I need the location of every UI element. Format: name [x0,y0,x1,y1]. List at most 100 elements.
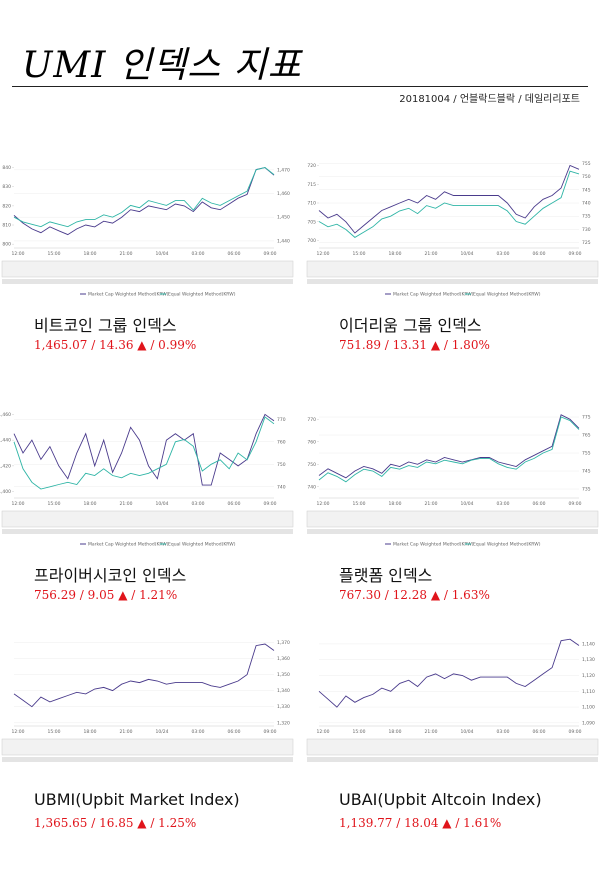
y-tick-label: 1,420 [0,463,11,469]
x-tick-label: 10/04 [461,251,474,257]
y2-tick-label: 1,460 [277,191,290,197]
panel-stats: 1,465.07 / 14.36 ▲ / 0.99% [34,338,197,352]
y2-tick-label: 735 [582,214,591,220]
y2-tick-label: 730 [582,227,591,233]
x-tick-label: 12:00 [317,501,330,507]
chart: 1,320 1,330 1,340 1,350 1,360 1,370 12:00 15:00… [0,626,295,786]
y2-tick-label: 1,350 [277,672,290,678]
x-tick-label: 15:00 [353,729,366,735]
panel: 735 745 755 765 775 740 750 760 770 12:00 15:00 18:… [305,398,600,618]
x-tick-label: 09:00 [264,729,277,735]
y2-tick-label: 1,330 [277,704,290,710]
panel-stats: 751.89 / 13.31 ▲ / 1.80% [339,338,490,352]
y2-tick-label: 1,370 [277,640,290,646]
series-line [13,643,275,708]
chart: 725 730 735 740 745 750 755 700 705 710 715 720 12:0… [305,148,600,308]
panel: 1,440 1,450 1,460 1,470 800 810 820 830 840 12:00… [0,148,295,368]
x-tick-label: 15:00 [48,729,61,735]
x-tick-label: 18:00 [84,501,97,507]
navigator-scroll [2,279,293,284]
y-tick-label: 800 [2,242,11,248]
x-tick-label: 21:00 [120,729,133,735]
y2-tick-label: 1,320 [277,720,290,726]
x-tick-label: 12:00 [317,251,330,257]
x-tick-label: 09:00 [264,251,277,257]
panel: 1,320 1,330 1,340 1,350 1,360 1,370 12:00 15:00… [0,626,295,846]
x-tick-label: 10/24 [156,729,169,735]
navigator-scroll [307,279,598,284]
y2-tick-label: 770 [277,417,286,423]
y2-tick-label: 745 [582,187,591,193]
y2-tick-label: 1,130 [582,657,595,663]
x-tick-label: 15:00 [48,501,61,507]
navigator-scroll [2,529,293,534]
y2-tick-label: 725 [582,240,591,246]
series-line [13,167,275,228]
legend-label: Market Cap Weighted Method(KRW) [393,292,474,298]
y-tick-label: 710 [307,201,316,207]
panel-stats: 1,365.65 / 16.85 ▲ / 1.25% [34,816,197,830]
y-tick-label: 840 [2,165,11,171]
y2-tick-label: 1,450 [277,215,290,221]
y-tick-label: 770 [307,417,316,423]
y2-tick-label: 755 [582,161,591,167]
x-tick-label: 18:00 [389,729,402,735]
y-tick-label: 700 [307,238,316,244]
y-tick-label: 705 [307,219,316,225]
x-tick-label: 06:00 [228,729,241,735]
x-tick-label: 03:00 [192,729,205,735]
y-tick-label: 720 [307,163,316,169]
y-tick-label: 750 [307,462,316,468]
divider [12,86,588,87]
x-tick-label: 21:00 [120,501,133,507]
panel-stats: 756.29 / 9.05 ▲ / 1.21% [34,588,178,602]
navigator [1,738,294,756]
x-tick-label: 03:00 [497,501,510,507]
panel-title: UBAI(Upbit Altcoin Index) [339,790,542,809]
legend-label: Equal Weighted Method(KRW) [473,292,541,298]
navigator [306,510,599,528]
series-line [13,416,275,490]
series-line [318,638,580,708]
y2-tick-label: 1,470 [277,167,290,173]
y2-tick-label: 1,360 [277,656,290,662]
legend-label: Equal Weighted Method(KRW) [168,542,236,548]
chart: 735 745 755 765 775 740 750 760 770 12:00 15:00 18:… [305,398,600,558]
y2-tick-label: 740 [582,201,591,207]
y2-tick-label: 745 [582,469,591,475]
y2-tick-label: 775 [582,415,591,421]
series-line [13,167,275,236]
y-tick-label: 810 [2,223,11,229]
legend-label: Market Cap Weighted Method(KRW) [393,542,474,548]
x-tick-label: 15:00 [353,251,366,257]
series-line [13,413,275,486]
legend-label: Market Cap Weighted Method(KRW) [88,542,169,548]
navigator [306,260,599,278]
y-tick-label: 830 [2,184,11,190]
x-tick-label: 15:00 [48,251,61,257]
y2-tick-label: 1,120 [582,673,595,679]
x-tick-label: 12:00 [317,729,330,735]
x-tick-label: 03:00 [497,729,510,735]
y2-tick-label: 1,090 [582,720,595,726]
navigator [1,510,294,528]
x-tick-label: 06:00 [533,251,546,257]
y-tick-label: 715 [307,182,316,188]
y2-tick-label: 1,100 [582,705,595,711]
x-tick-label: 09:00 [569,729,582,735]
x-tick-label: 21:00 [425,501,438,507]
x-tick-label: 09:00 [569,501,582,507]
x-tick-label: 06:00 [533,729,546,735]
panel-title: UBMI(Upbit Market Index) [34,790,240,809]
chart: 1,440 1,450 1,460 1,470 800 810 820 830 840 12:00… [0,148,295,308]
x-tick-label: 10/04 [461,729,474,735]
y2-tick-label: 750 [582,174,591,180]
panel-title: 플랫폼 인덱스 [339,566,433,585]
y2-tick-label: 765 [582,433,591,439]
navigator [1,260,294,278]
y2-tick-label: 750 [277,462,286,468]
x-tick-label: 21:00 [425,729,438,735]
x-tick-label: 06:00 [533,501,546,507]
page-title: UMI 인덱스 지표 [22,45,302,86]
y2-tick-label: 740 [277,484,286,490]
